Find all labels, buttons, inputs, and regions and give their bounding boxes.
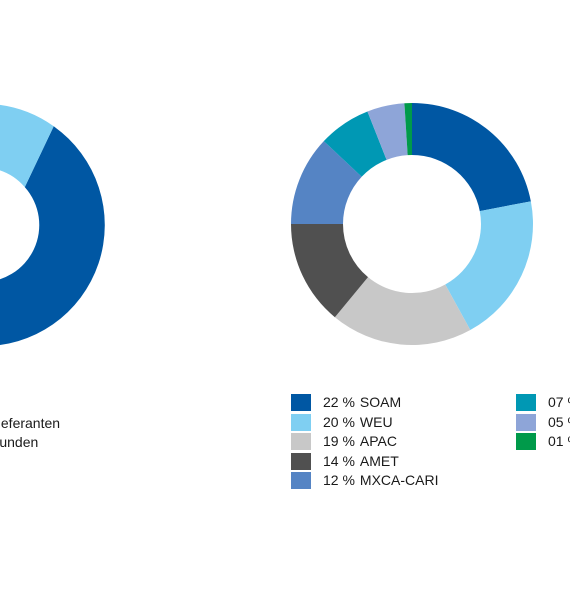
donut-slice-weu <box>445 201 533 331</box>
legend-percent: 19 % <box>323 433 355 449</box>
donut-slice-apac <box>334 277 471 346</box>
donut-slice-mxca-cari <box>291 141 362 224</box>
legend-swatch <box>516 433 536 451</box>
legend-item-05: 05 % <box>516 413 570 433</box>
legend-swatch <box>291 452 311 470</box>
legend-left: Lieferanten Kunden <box>0 414 60 452</box>
legend-item-01: 01 % <box>516 432 570 452</box>
legend-percent: 01 % <box>548 433 570 449</box>
legend-percent: 20 % <box>323 413 355 430</box>
legend-swatch <box>291 433 311 451</box>
donut-chart-left <box>0 105 105 345</box>
legend-percent: 22 % <box>323 394 355 410</box>
donut-slice-segment-8 <box>404 103 412 156</box>
legend-swatch <box>291 472 311 490</box>
donut-slice-segment-7 <box>367 103 408 160</box>
legend-swatch <box>516 413 536 431</box>
legend-item-amet: 14 % AMET <box>291 452 438 472</box>
donut-slice-amet <box>291 224 369 318</box>
donut-chart-right <box>291 103 533 346</box>
legend-label: WEU <box>359 413 393 430</box>
legend-percent: 05 % <box>548 413 570 430</box>
donut-slice-segment-6 <box>323 111 387 177</box>
legend-item-lieferanten: Lieferanten <box>0 415 61 431</box>
legend-item-mxca-cari: 12 % MXCA-CARI <box>291 471 438 491</box>
donut-slice-dark-blue <box>0 126 105 345</box>
legend-label: APAC <box>359 433 398 449</box>
legend-item-07: 07 % <box>516 393 570 413</box>
legend-right-column-1: 22 % SOAM 20 % WEU 19 % APAC 14 % AMET 1… <box>291 393 438 491</box>
legend-swatch <box>516 394 536 412</box>
legend-swatch <box>291 394 311 412</box>
legend-label: MXCA-CARI <box>359 472 439 488</box>
legend-item-apac: 19 % APAC <box>291 432 438 452</box>
legend-swatch <box>291 413 311 431</box>
legend-item-weu: 20 % WEU <box>291 413 438 433</box>
legend-percent: 07 % <box>548 394 570 410</box>
legend-item-kunden: Kunden <box>0 434 39 450</box>
legend-label: SOAM <box>359 394 402 410</box>
legend-item-soam: 22 % SOAM <box>291 393 438 413</box>
legend-right-column-2: 07 % 05 % 01 % <box>516 393 570 452</box>
legend-percent: 12 % <box>323 472 355 488</box>
legend-percent: 14 % <box>323 452 355 469</box>
donut-slice-light-blue <box>0 105 54 188</box>
donut-slice-soam <box>412 103 531 212</box>
legend-label: AMET <box>359 452 399 469</box>
